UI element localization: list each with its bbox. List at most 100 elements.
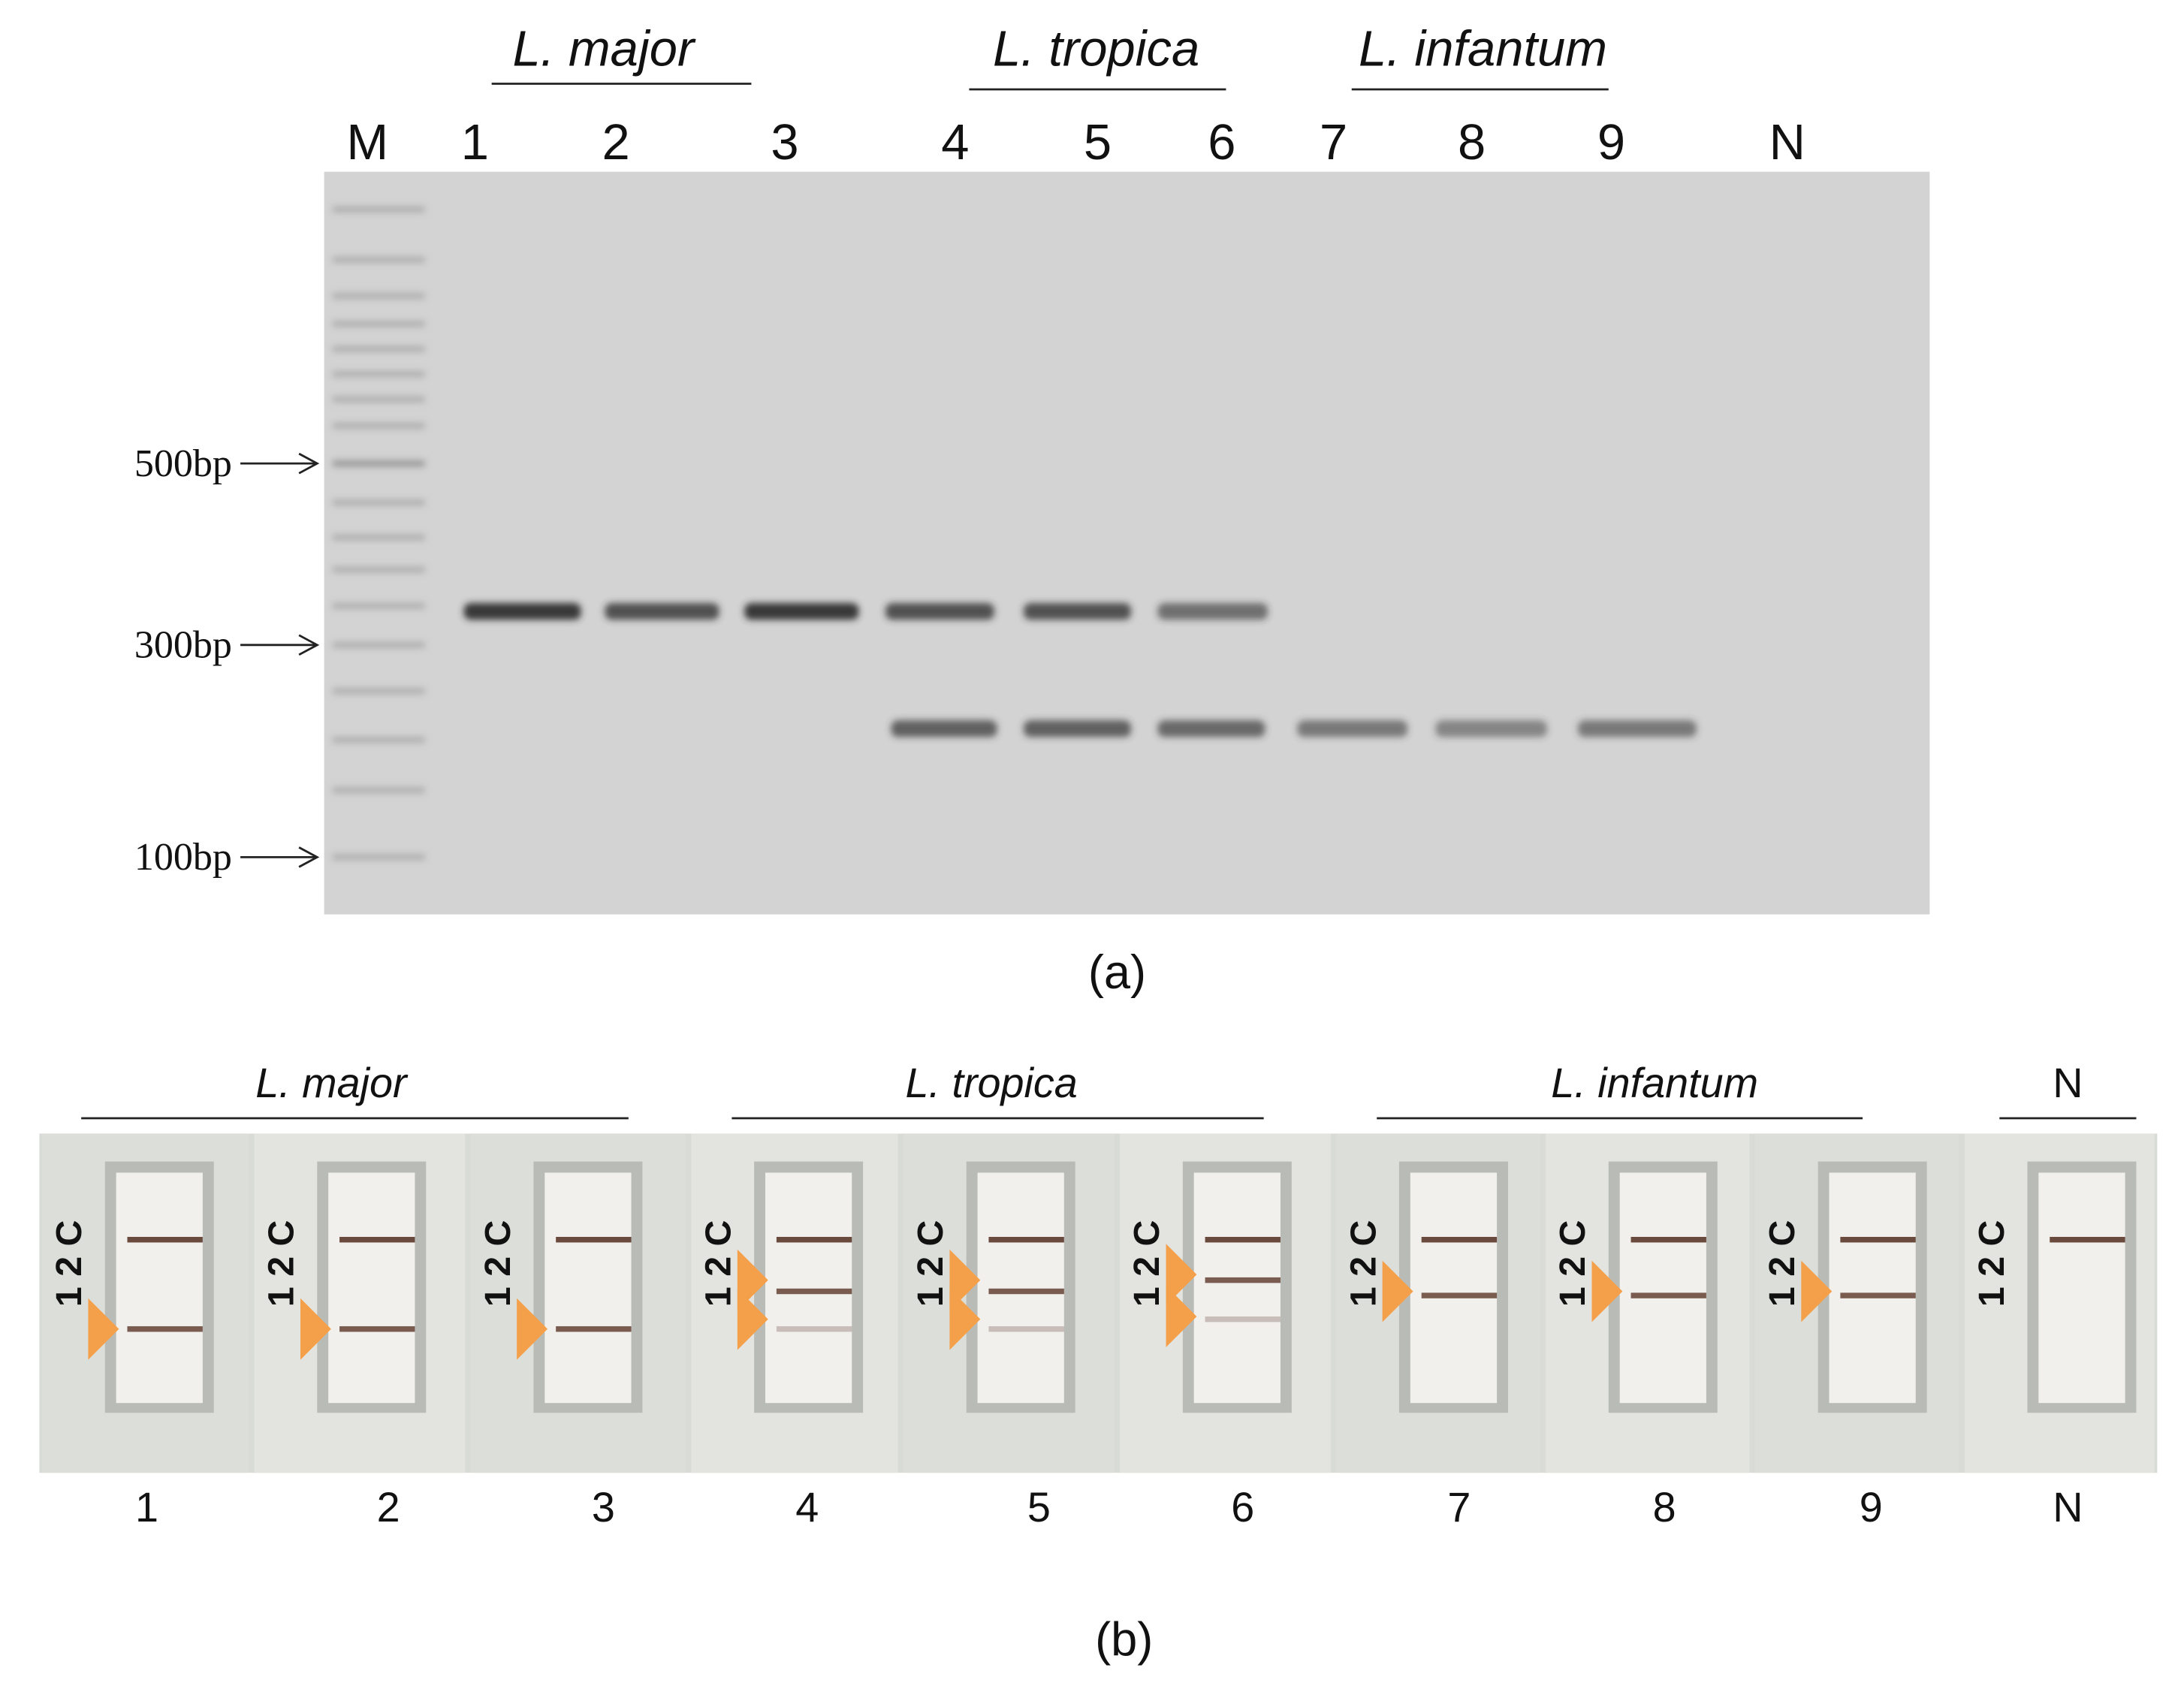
band [1297,720,1408,737]
ladder-band [332,257,425,263]
window [544,1172,632,1404]
ladder-band [332,321,425,327]
lane-label: 3 [592,1484,615,1531]
lane-label: 2 [602,114,630,170]
window [328,1172,415,1404]
marker-triangle [737,1249,768,1311]
lane-label: N [1769,114,1805,170]
strip-label: 1 2 C [1971,1220,2012,1307]
control-line [1630,1236,1706,1243]
ladder-band [332,396,425,403]
lane-label: M [346,114,388,170]
strip-label: 1 2 C [698,1220,739,1307]
marker-triangle [1801,1260,1833,1323]
strip-label: 1 2 C [1343,1220,1383,1307]
marker-triangle [1166,1286,1197,1347]
window [1619,1172,1706,1404]
strip-label: 1 2 C [261,1220,302,1307]
lane-label: N [2053,1484,2083,1531]
group-label: N [2053,1060,2083,1106]
marker-triangle [1382,1260,1413,1323]
ladder-band [332,423,425,429]
gel-bands [332,207,1697,861]
marker-triangle [737,1288,768,1350]
lane-label: 6 [1231,1484,1254,1531]
band [885,603,994,620]
lane-label: 4 [941,114,969,170]
ladder-band [332,854,425,861]
lane-label: 1 [461,114,489,170]
band [1023,720,1132,737]
test-line [1205,1277,1281,1283]
test-line [127,1326,203,1332]
window [977,1172,1064,1404]
ladder-band [332,566,425,573]
ladder-band [332,371,425,377]
band [1435,720,1548,737]
window [2038,1172,2125,1404]
strip-label: 1 2 C [1127,1220,1167,1307]
group-label: L. major [255,1060,409,1106]
test-line [776,1288,852,1295]
ladder-band [332,642,425,648]
caption: (b) [1095,1614,1153,1666]
ladder-band [332,293,425,299]
band [1023,603,1132,620]
lane-label: 5 [1027,1484,1051,1531]
strip-label: 1 2 C [49,1220,89,1307]
ladder-band [332,787,425,793]
arrow-head [298,634,320,656]
band [1157,603,1268,620]
marker-triangle [517,1298,548,1360]
group-label: L. infantum [1359,20,1607,77]
marker-triangle [949,1249,981,1311]
control-line [127,1236,203,1243]
marker-triangle [949,1288,981,1350]
lane-label: 3 [771,114,798,170]
test-line [1421,1292,1498,1298]
strip-label: 1 2 C [1762,1220,1802,1307]
control-line [776,1236,852,1243]
control-line [988,1236,1064,1243]
marker-label: 300bp [134,624,232,667]
marker-triangle [1166,1244,1197,1306]
marker-triangle [300,1298,331,1360]
lane-label: 7 [1447,1484,1471,1531]
ladder-band [332,688,425,694]
window [1829,1172,1916,1404]
strips: 1 2 C 1 2 C 1 2 C 1 2 C 1 2 C 1 2 C 1 2 C 1 2 C… [42,1133,2155,1473]
lane-label: 6 [1208,114,1235,170]
test-line [1205,1316,1281,1323]
lane-label: 7 [1320,114,1347,170]
ladder-band [332,499,425,505]
caption: (a) [1088,946,1146,999]
lane-label: 1 [135,1484,158,1531]
lane-label: 8 [1653,1484,1676,1531]
ladder-band [332,737,425,743]
band [1157,720,1265,737]
marker-label: 100bp [134,836,232,879]
strip-label: 1 2 C [478,1220,518,1307]
test-line [556,1326,632,1332]
lane-label: 4 [795,1484,819,1531]
arrow-head [298,452,320,475]
marker-triangle [1591,1260,1623,1323]
window [1410,1172,1498,1404]
marker-label: 500bp [134,442,232,485]
ladder-band [332,207,425,213]
group-label: L. major [513,20,696,77]
lane-label: 2 [377,1484,400,1531]
window [116,1172,203,1404]
window [1193,1172,1281,1404]
group-label: L. infantum [1551,1060,1758,1106]
control-line [1205,1236,1281,1243]
lane-label: 9 [1597,114,1625,170]
test-line [1840,1292,1916,1298]
strip-label: 1 2 C [910,1220,951,1307]
control-line [1840,1236,1916,1243]
control-line [2050,1236,2125,1243]
ladder-band [332,534,425,541]
group-label: L. tropica [905,1060,1077,1106]
test-line [339,1326,415,1332]
